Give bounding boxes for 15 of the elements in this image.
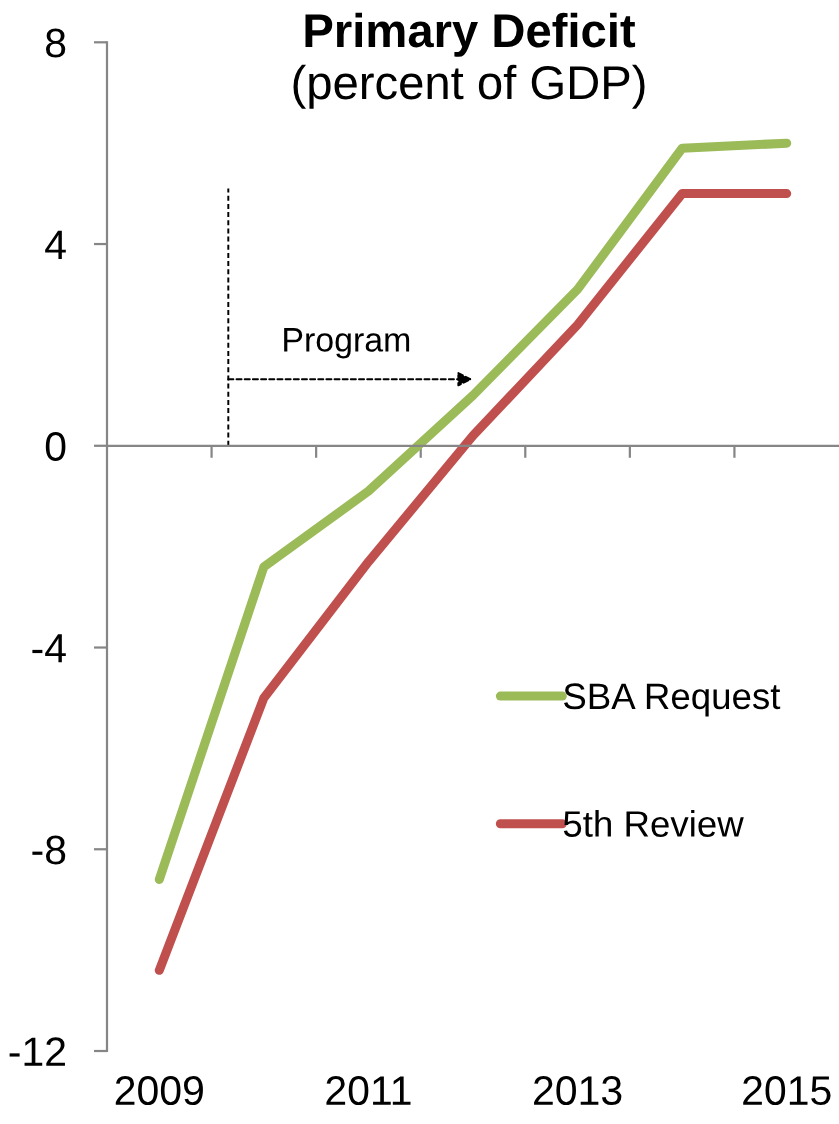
x-tick-label: 2011 bbox=[326, 1076, 411, 1106]
y-tick-label: -4 bbox=[32, 634, 66, 663]
x-tick-label: 2013 bbox=[534, 1076, 622, 1106]
y-tick-label: -8 bbox=[32, 835, 66, 865]
y-tick-label: -12 bbox=[9, 1037, 65, 1066]
legend-label: 5th Review bbox=[563, 810, 744, 837]
y-tick-label: 4 bbox=[45, 230, 66, 259]
y-tick-label: 0 bbox=[45, 432, 66, 462]
legend-label: SBA Request bbox=[564, 683, 781, 717]
chart-title: Primary Deficit bbox=[305, 12, 636, 57]
chart-subtitle: (percent of GDP) bbox=[293, 64, 645, 109]
x-tick-label: 2015 bbox=[743, 1076, 831, 1106]
ref-line-label: Program bbox=[284, 328, 410, 359]
x-tick-label: 2009 bbox=[115, 1076, 203, 1106]
y-tick-label: 8 bbox=[46, 28, 66, 58]
